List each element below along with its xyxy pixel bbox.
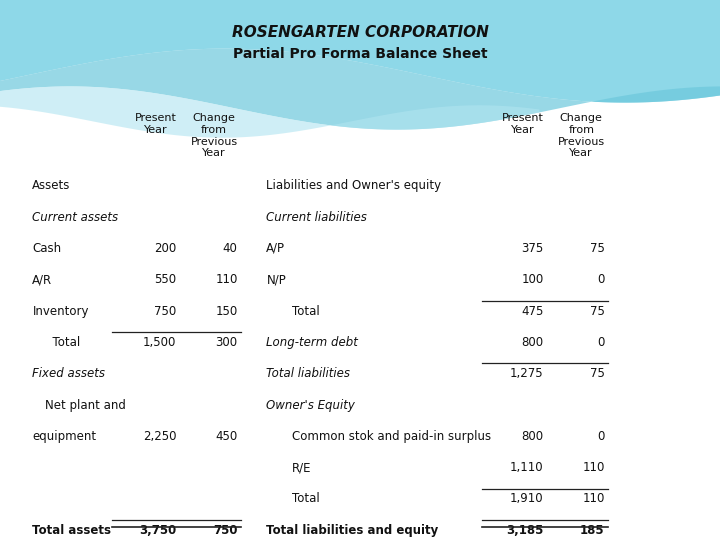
Text: 75: 75 (590, 305, 605, 318)
Text: 1,275: 1,275 (510, 367, 544, 380)
Text: Present
Year: Present Year (502, 113, 544, 135)
Polygon shape (0, 0, 720, 103)
Text: 450: 450 (215, 430, 238, 443)
Text: equipment: equipment (32, 430, 96, 443)
Text: Liabilities and Owner's equity: Liabilities and Owner's equity (266, 179, 441, 192)
Text: 475: 475 (521, 305, 544, 318)
Text: Owner's Equity: Owner's Equity (266, 399, 355, 411)
Text: Net plant and: Net plant and (45, 399, 126, 411)
Text: 3,750: 3,750 (139, 524, 176, 537)
Text: 110: 110 (582, 461, 605, 474)
Text: 75: 75 (590, 367, 605, 380)
Text: 40: 40 (222, 242, 238, 255)
Text: Long-term debt: Long-term debt (266, 336, 359, 349)
Text: 110: 110 (582, 492, 605, 505)
Text: 0: 0 (598, 336, 605, 349)
Text: 800: 800 (521, 430, 544, 443)
Text: Total: Total (45, 336, 81, 349)
Text: ROSENGARTEN CORPORATION: ROSENGARTEN CORPORATION (232, 25, 488, 40)
Text: Change
from
Previous
Year: Change from Previous Year (558, 113, 605, 158)
Polygon shape (0, 86, 539, 138)
Text: Current assets: Current assets (32, 211, 119, 224)
Text: 750: 750 (154, 305, 176, 318)
Text: Assets: Assets (32, 179, 71, 192)
Text: 110: 110 (215, 273, 238, 286)
Text: 1,910: 1,910 (510, 492, 544, 505)
Polygon shape (0, 49, 720, 130)
Text: 3,185: 3,185 (506, 524, 544, 537)
Text: Current liabilities: Current liabilities (266, 211, 367, 224)
Text: R/E: R/E (292, 461, 312, 474)
Text: Total: Total (292, 492, 320, 505)
Text: A/R: A/R (32, 273, 53, 286)
Text: Fixed assets: Fixed assets (32, 367, 105, 380)
Text: Total assets: Total assets (32, 524, 112, 537)
Text: Present
Year: Present Year (135, 113, 176, 135)
Text: 550: 550 (154, 273, 176, 286)
Text: 200: 200 (154, 242, 176, 255)
Text: A/P: A/P (266, 242, 285, 255)
Text: 300: 300 (215, 336, 238, 349)
Text: 800: 800 (521, 336, 544, 349)
Text: 375: 375 (521, 242, 544, 255)
Text: 100: 100 (521, 273, 544, 286)
Text: Common stok and paid-in surplus: Common stok and paid-in surplus (292, 430, 492, 443)
Text: 75: 75 (590, 242, 605, 255)
Text: 0: 0 (598, 273, 605, 286)
Text: 150: 150 (215, 305, 238, 318)
Text: Total liabilities and equity: Total liabilities and equity (266, 524, 438, 537)
Text: 2,250: 2,250 (143, 430, 176, 443)
Text: Total liabilities: Total liabilities (266, 367, 351, 380)
Text: Inventory: Inventory (32, 305, 89, 318)
Text: Total: Total (292, 305, 320, 318)
Text: 1,110: 1,110 (510, 461, 544, 474)
Text: 185: 185 (580, 524, 605, 537)
Text: 0: 0 (598, 430, 605, 443)
Text: Partial Pro Forma Balance Sheet: Partial Pro Forma Balance Sheet (233, 47, 487, 61)
Text: Change
from
Previous
Year: Change from Previous Year (191, 113, 238, 158)
Text: 1,500: 1,500 (143, 336, 176, 349)
Text: 750: 750 (213, 524, 238, 537)
Text: Cash: Cash (32, 242, 61, 255)
Text: N/P: N/P (266, 273, 286, 286)
